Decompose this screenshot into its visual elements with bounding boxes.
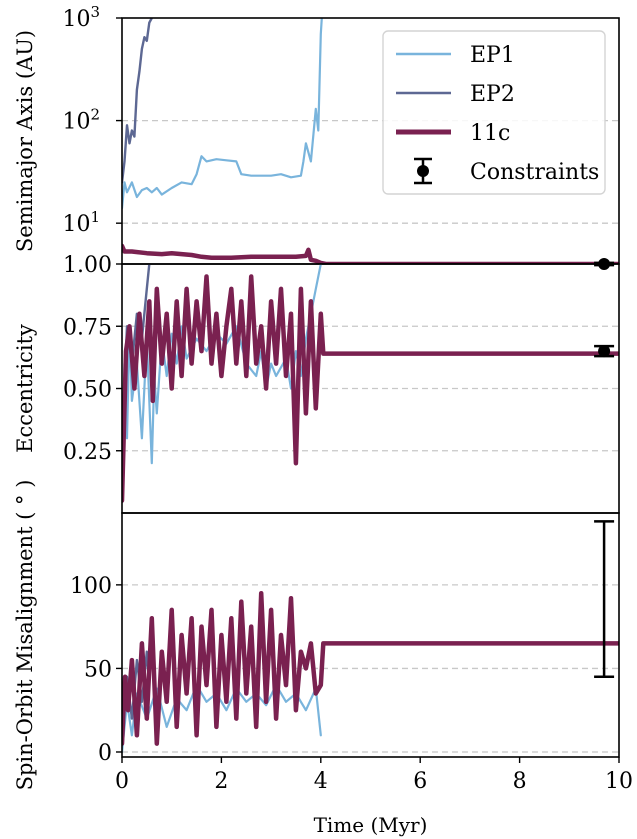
series-group: [122, 264, 619, 503]
panel-top: 101 102 103 Semimajor Axis (AU) EP1 EP2 11c Con…: [13, 3, 620, 270]
x-tick-label: 0: [115, 769, 129, 794]
legend-label: 11c: [470, 121, 510, 146]
plot-frame: [121, 512, 620, 758]
series-line-11c: [122, 243, 619, 264]
legend-marker: [417, 165, 429, 177]
x-tick-label: 10: [605, 769, 633, 794]
legend-label: EP1: [470, 43, 515, 68]
x-tick-label: 6: [413, 769, 427, 794]
y-tick-label: 50: [84, 657, 112, 682]
x-tick-label: 4: [314, 769, 328, 794]
series-line-11c: [122, 274, 619, 503]
series-group: [122, 590, 619, 754]
y-tick-label: 0.75: [63, 315, 112, 340]
panel-middle: 0.25 0.50 0.75 1.00 Eccentricity: [13, 253, 620, 514]
y-tick-label: 100: [70, 574, 112, 599]
x-tick-label: 2: [214, 769, 228, 794]
y-tick-label: 103: [62, 3, 100, 32]
series-line-11c: [122, 590, 619, 746]
panel-bottom: 0 50 100 Spin-Orbit Misalignment ( ° ) 0 2 4 6 8…: [13, 480, 633, 837]
legend-label: Constraints: [470, 160, 599, 185]
series-line-ep1: [122, 683, 322, 754]
y-tick-exponent: 2: [90, 106, 100, 124]
y-tick-label: 101: [62, 208, 100, 237]
series-line-ep1: [122, 18, 323, 210]
series-line-ep2: [122, 264, 151, 440]
legend: EP1 EP2 11c Constraints: [382, 30, 606, 195]
x-axis-label: Time (Myr): [314, 813, 428, 837]
y-axis-label: Spin-Orbit Misalignment ( ° ): [13, 480, 37, 791]
y-tick-label: 102: [62, 106, 100, 135]
series-line-ep2: [122, 18, 154, 184]
y-tick-label: 1.00: [63, 253, 112, 278]
series-group: [122, 18, 619, 264]
legend-label: EP2: [470, 82, 515, 107]
y-axis-label: Semimajor Axis (AU): [13, 30, 37, 252]
y-tick-label: 0: [98, 741, 112, 766]
y-tick-label: 0.50: [63, 378, 112, 403]
y-axis-label: Eccentricity: [13, 324, 37, 453]
y-tick-exponent: 3: [90, 3, 100, 21]
constraint-point: [598, 345, 611, 358]
legend-box: [382, 30, 606, 195]
x-tick-label: 8: [513, 769, 527, 794]
y-tick-label: 0.25: [63, 440, 112, 465]
y-tick-exponent: 1: [90, 208, 100, 226]
